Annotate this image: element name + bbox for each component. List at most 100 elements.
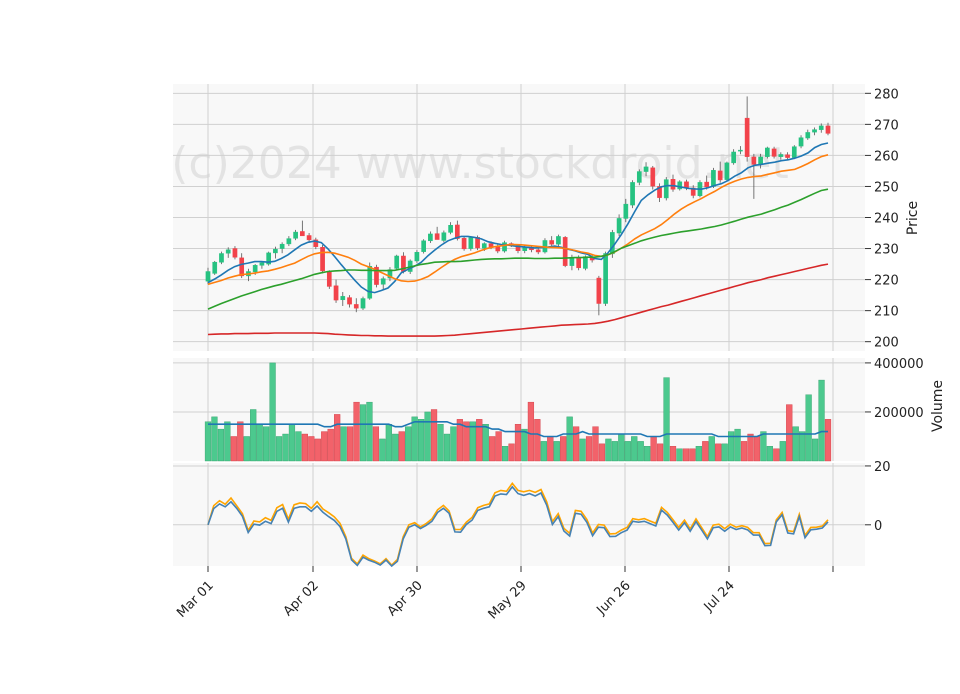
volume-bar bbox=[611, 441, 618, 462]
candle-body-down bbox=[353, 304, 359, 309]
candle-body-up bbox=[643, 166, 649, 172]
candle-body-up bbox=[818, 125, 824, 130]
candle-body-down bbox=[650, 167, 656, 187]
volume-bar bbox=[579, 438, 586, 462]
volume-bars bbox=[204, 362, 832, 462]
candle-body-down bbox=[320, 247, 325, 272]
candle-body-down bbox=[326, 271, 332, 287]
volume-bar bbox=[566, 416, 573, 462]
x-tick-label: Jul 24 bbox=[701, 578, 738, 615]
volume-bar bbox=[327, 428, 334, 462]
volume-bar bbox=[624, 441, 631, 462]
candle-body-down bbox=[333, 285, 339, 301]
candle-body-down bbox=[461, 238, 467, 250]
volume-bar bbox=[644, 446, 651, 462]
candle-body-down bbox=[785, 154, 790, 158]
candle-body-up bbox=[711, 170, 716, 187]
candle-body-up bbox=[623, 203, 629, 219]
volume-bar bbox=[392, 433, 399, 462]
volume-bar bbox=[637, 441, 644, 462]
volume-bar bbox=[598, 443, 606, 462]
oscillator-slow-line bbox=[207, 485, 829, 568]
candle-body-up bbox=[441, 232, 447, 241]
volume-bar bbox=[482, 424, 489, 462]
volume-bar bbox=[811, 438, 819, 462]
candle-body-up bbox=[778, 154, 784, 157]
volume-bar bbox=[728, 431, 735, 462]
candle-body-down bbox=[535, 249, 541, 253]
candle-body-down bbox=[670, 179, 676, 190]
volume-bar bbox=[592, 426, 599, 462]
candle-body-up bbox=[731, 151, 736, 164]
volume-bar bbox=[689, 448, 696, 462]
x-tick-label: Mar 01 bbox=[174, 578, 217, 621]
volume-bar bbox=[656, 443, 664, 462]
x-tick-label: May 29 bbox=[486, 578, 530, 622]
price-tick-label: 250 bbox=[874, 180, 899, 195]
volume-bar bbox=[443, 433, 451, 462]
candle-body-up bbox=[448, 225, 453, 233]
volume-bar bbox=[334, 414, 341, 462]
volume-bar bbox=[275, 436, 283, 462]
volume-bar bbox=[469, 421, 476, 462]
volume-bar bbox=[585, 436, 593, 462]
candle-body-up bbox=[428, 233, 433, 242]
candle-body-down bbox=[751, 156, 757, 165]
volume-axis-label: Volume bbox=[930, 380, 946, 432]
price-tick-label: 240 bbox=[874, 212, 899, 227]
volume-bar bbox=[353, 401, 360, 462]
moving-average-line bbox=[207, 188, 829, 310]
price-tick-label: 260 bbox=[874, 149, 899, 164]
volume-bar bbox=[521, 428, 528, 462]
volume-bar bbox=[366, 401, 373, 462]
volume-bar bbox=[786, 404, 793, 462]
volume-bar bbox=[379, 438, 386, 462]
volume-bar bbox=[405, 426, 412, 462]
candle-body-up bbox=[805, 132, 811, 139]
candle-body-up bbox=[219, 253, 224, 263]
volume-tick-label: 200000 bbox=[874, 406, 924, 421]
candle-body-down bbox=[771, 148, 777, 157]
volume-bar bbox=[650, 436, 657, 462]
volume-bar bbox=[740, 441, 748, 462]
volume-bar bbox=[682, 448, 690, 462]
candle-body-up bbox=[225, 249, 231, 254]
volume-bar bbox=[753, 436, 761, 462]
candle-body-up bbox=[212, 261, 218, 274]
price-tick-label: 200 bbox=[874, 336, 899, 351]
volume-bar bbox=[708, 436, 715, 462]
candle-body-down bbox=[434, 233, 440, 240]
price-tick-label: 220 bbox=[874, 274, 899, 289]
volume-bar bbox=[547, 436, 554, 462]
candle-body-up bbox=[791, 146, 797, 158]
candle-body-up bbox=[812, 129, 817, 133]
volume-bar bbox=[282, 433, 289, 462]
volume-bar bbox=[760, 431, 767, 462]
candle-body-down bbox=[562, 237, 568, 266]
candle-body-up bbox=[724, 162, 730, 180]
candle-body-down bbox=[347, 297, 352, 305]
candle-body-down bbox=[313, 239, 319, 247]
volume-bar bbox=[560, 436, 567, 462]
watermark-text: (c)2024 www.stockdroid.net bbox=[171, 138, 788, 189]
volume-bar bbox=[308, 436, 315, 462]
volume-bar bbox=[301, 433, 308, 462]
candle-body-up bbox=[421, 240, 426, 252]
volume-bar bbox=[792, 426, 799, 462]
price-tick-label: 210 bbox=[874, 305, 899, 320]
volume-tick-label: 400000 bbox=[874, 357, 924, 372]
volume-bar bbox=[676, 448, 683, 462]
volume-bar bbox=[508, 443, 515, 462]
candle-body-up bbox=[205, 271, 211, 282]
volume-bar bbox=[256, 424, 263, 462]
volume-bar bbox=[346, 426, 354, 462]
price-tick-label: 280 bbox=[874, 87, 899, 102]
oscillator-fast-line bbox=[207, 481, 829, 567]
candle-body-down bbox=[576, 256, 581, 269]
volume-bar bbox=[359, 404, 367, 462]
volume-bar bbox=[385, 424, 392, 462]
candle-body-up bbox=[266, 252, 271, 265]
volume-bar bbox=[773, 448, 780, 462]
candlesticks bbox=[205, 96, 831, 316]
x-tick-label: Jun 26 bbox=[594, 578, 634, 618]
